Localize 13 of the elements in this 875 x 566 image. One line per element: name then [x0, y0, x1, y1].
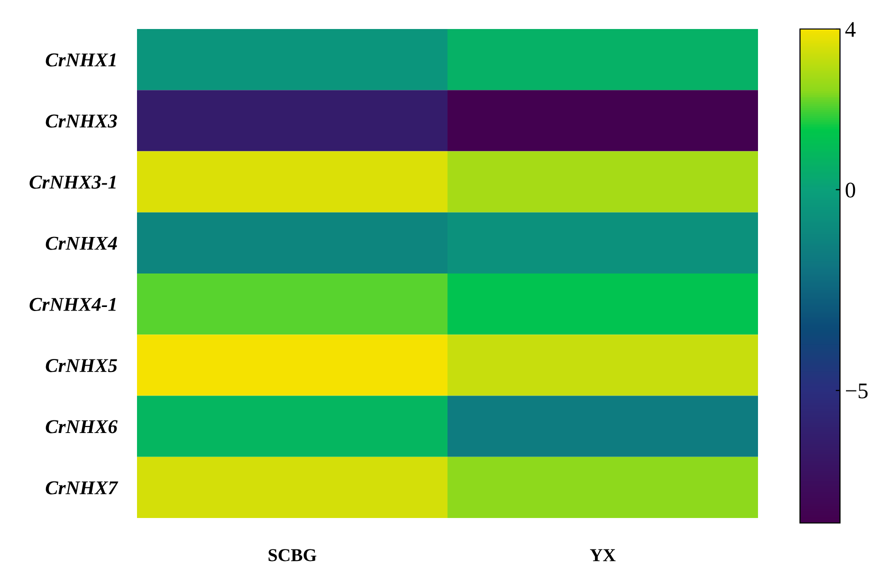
y-tick-label: CrNHX4: [46, 236, 117, 250]
y-tick-label: CrNHX4-1: [30, 298, 116, 311]
x-tick-label: SCBG: [268, 549, 316, 562]
y-tick-label: CrNHX5: [46, 359, 118, 372]
y-tick-label: CrNHX1: [46, 53, 116, 66]
y-tick-label: CrNHX6: [46, 420, 118, 434]
x-tick-label: YX: [590, 549, 616, 562]
color-bar-label: 4: [845, 22, 856, 37]
color-bar-label: 0: [846, 182, 856, 198]
y-tick-label: CrNHX3: [46, 114, 118, 128]
y-tick-label: CrNHX7: [46, 481, 118, 494]
y-tick-label: CrNHX3-1: [30, 176, 116, 189]
color-bar-label: −5: [846, 384, 868, 398]
